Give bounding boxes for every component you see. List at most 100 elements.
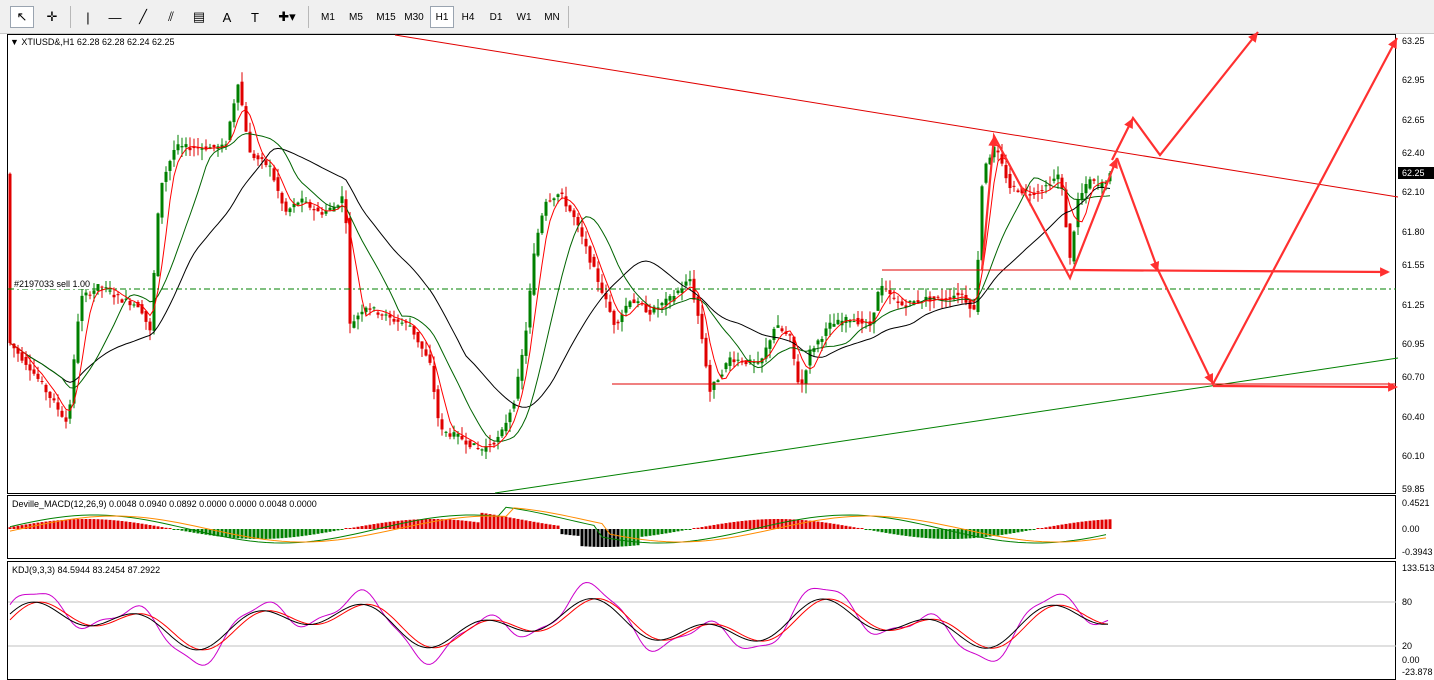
fibonacci-tool-icon[interactable]: ▤ <box>192 9 206 24</box>
candle-body <box>392 318 396 322</box>
candle-body <box>532 253 536 295</box>
candle-body <box>508 412 512 423</box>
price-tick-label: 61.55 <box>1402 259 1425 270</box>
candle-body <box>664 298 668 306</box>
candle-body <box>660 302 664 306</box>
macd-histogram-bar <box>1032 529 1036 530</box>
arrow-head <box>1150 261 1160 272</box>
slow-moving-average-line <box>9 147 1111 408</box>
mid-moving-average-line <box>9 133 1111 442</box>
candle-body <box>772 328 776 340</box>
candle-body <box>1076 199 1080 228</box>
candle-body <box>632 299 636 304</box>
candle-body <box>192 146 196 149</box>
timeframe-h4-button[interactable]: H4 <box>461 11 475 23</box>
candle-body <box>120 299 124 303</box>
macd-histogram-bar <box>424 519 428 529</box>
macd-histogram-bar <box>12 526 16 529</box>
macd-histogram-bar <box>260 529 264 539</box>
macd-histogram-bar <box>956 529 960 539</box>
timeframe-h1-button[interactable]: H1 <box>430 6 454 28</box>
horizontal-line-tool-icon[interactable]: — <box>108 9 122 25</box>
kdj-title: KDJ(9,3,3) 84.5944 83.2454 87.2922 <box>12 565 161 575</box>
macd-histogram-bar <box>888 529 892 534</box>
macd-histogram-bar <box>344 528 348 529</box>
macd-histogram-bar <box>1044 527 1048 529</box>
candle-body <box>1008 173 1012 189</box>
timeframe-d1-button[interactable]: D1 <box>489 11 503 23</box>
macd-histogram-bar <box>936 529 940 539</box>
timeframe-m5-button[interactable]: M5 <box>349 11 363 23</box>
timeframe-m1-button[interactable]: M1 <box>321 11 335 23</box>
macd-histogram-bar <box>412 519 416 529</box>
candle-body <box>740 361 744 363</box>
macd-histogram-bar <box>680 529 684 531</box>
label-tool-icon[interactable]: T <box>251 9 259 25</box>
arrow-head <box>988 136 998 147</box>
kdj-panel[interactable] <box>7 561 1396 680</box>
candle-body <box>284 201 288 212</box>
candle-body <box>372 307 376 309</box>
candle-body <box>232 103 236 123</box>
macd-histogram-bar <box>1000 529 1004 535</box>
timeframe-m30-button[interactable]: M30 <box>404 11 424 23</box>
candle-body <box>616 321 620 324</box>
candle-body <box>128 300 132 306</box>
macd-histogram-bar <box>24 524 28 529</box>
vertical-line-tool-icon[interactable]: | <box>86 9 90 25</box>
cursor-tool-icon[interactable]: ↖ <box>10 6 34 28</box>
candle-body <box>516 376 520 399</box>
candle-body <box>952 295 956 299</box>
candle-body <box>332 207 336 212</box>
macd-histogram-bar <box>16 525 20 529</box>
price-axis[interactable]: 63.25 62.95 62.65 62.40 62.10 61.80 61.55 61.25… <box>1398 34 1434 494</box>
macd-histogram-bar <box>996 529 1000 536</box>
order-label[interactable]: #2197033 sell 1.00 <box>14 279 91 289</box>
candle-body <box>564 196 568 207</box>
shapes-tool-icon[interactable]: ✚▾ <box>278 9 296 24</box>
macd-histogram-bar <box>804 520 808 529</box>
candle-body <box>488 444 492 446</box>
candle-body <box>1092 179 1096 181</box>
channel-tool-icon[interactable]: ⫽ <box>168 9 174 24</box>
macd-panel[interactable] <box>7 495 1396 559</box>
macd-histogram-bar <box>148 524 152 529</box>
candle-body <box>296 202 300 205</box>
candle-body <box>976 259 980 312</box>
macd-axis: 0.4521 0.00 -0.3943 <box>1398 495 1434 559</box>
macd-histogram-bar <box>216 529 220 537</box>
candle-body <box>916 300 920 303</box>
macd-histogram-bar <box>832 523 836 529</box>
candle-body <box>424 349 428 356</box>
macd-histogram-bar <box>732 521 736 529</box>
timeframe-w1-button[interactable]: W1 <box>516 11 532 23</box>
timeframe-m15-button[interactable]: M15 <box>376 11 396 23</box>
candle-body <box>904 305 908 308</box>
macd-histogram-bar <box>932 529 936 539</box>
candle-body <box>572 210 576 218</box>
trendline-tool-icon[interactable]: ╱ <box>139 9 147 24</box>
crosshair-tool-icon[interactable]: ✛ <box>46 9 58 24</box>
candle-body <box>580 227 584 237</box>
candle-body <box>344 199 348 224</box>
candle-body <box>848 320 852 323</box>
candle-body <box>796 361 800 383</box>
macd-histogram-bar <box>452 519 456 529</box>
candle-body <box>180 146 184 148</box>
macd-histogram-bar <box>636 529 640 546</box>
timeframe-mn-button[interactable]: MN <box>544 11 560 23</box>
macd-histogram-bar <box>708 525 712 529</box>
main-chart-panel[interactable] <box>7 34 1396 494</box>
candle-body <box>932 296 936 300</box>
text-tool-icon[interactable]: A <box>222 9 232 25</box>
collapse-icon[interactable]: ▼ <box>10 37 22 47</box>
macd-histogram-bar <box>784 519 788 529</box>
macd-histogram-bar <box>80 519 84 529</box>
macd-histogram-bar <box>480 512 484 529</box>
macd-histogram-bar <box>676 529 680 532</box>
candle-body <box>440 419 444 430</box>
candle-body <box>788 334 792 336</box>
macd-histogram-bar <box>968 529 972 539</box>
macd-histogram-bar <box>336 529 340 531</box>
candle-body <box>1004 165 1008 179</box>
